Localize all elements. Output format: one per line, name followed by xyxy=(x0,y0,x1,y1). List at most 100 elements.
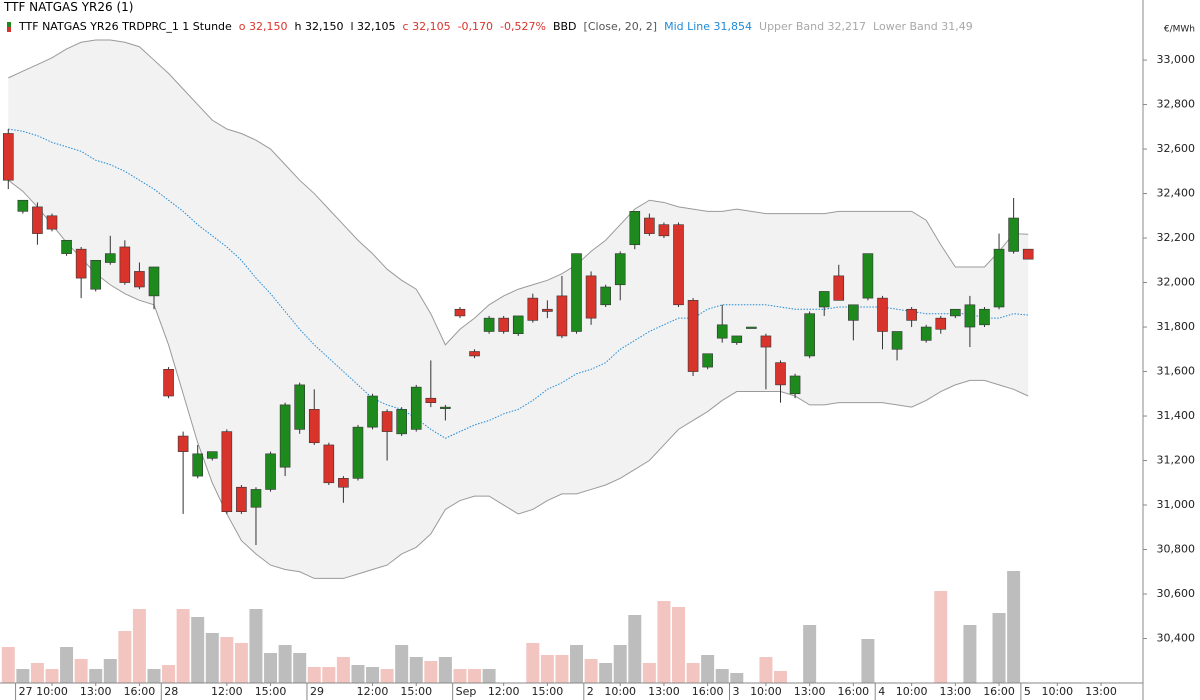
candle-body xyxy=(760,335,772,348)
candle-body xyxy=(848,304,859,321)
volume-bar xyxy=(351,665,365,683)
volume-bar xyxy=(74,659,88,683)
day-label: 3 xyxy=(733,685,740,698)
candle-body xyxy=(104,253,116,263)
candle-body xyxy=(746,326,757,329)
candle-body xyxy=(1008,217,1019,252)
candle-body xyxy=(206,451,218,459)
x-tick-label: 10:00 xyxy=(604,685,636,698)
x-tick-label: 13:00 xyxy=(1085,685,1117,698)
y-tick-label: 32,200 xyxy=(1157,231,1196,244)
x-tick-label: 10:00 xyxy=(750,685,782,698)
volume-bar xyxy=(992,613,1006,683)
candle-body xyxy=(483,317,495,332)
volume-bar xyxy=(176,609,190,683)
candle-body xyxy=(1022,248,1034,260)
header-item: Upper Band 32,217 xyxy=(759,20,867,33)
candle-body xyxy=(279,404,291,468)
volume-bar xyxy=(147,669,161,683)
y-tick-label: 32,800 xyxy=(1157,98,1196,111)
volume-bar xyxy=(103,659,117,683)
candle-body xyxy=(396,409,407,435)
volume-bar xyxy=(191,617,205,683)
candle-body xyxy=(177,435,189,452)
volume-bar xyxy=(642,663,656,683)
volume-bar xyxy=(584,659,598,683)
volume-bar xyxy=(307,667,321,683)
candle-body xyxy=(804,313,815,357)
volume-bar xyxy=(162,665,176,683)
volume-bar xyxy=(555,655,569,683)
x-tick-label: 16:00 xyxy=(837,685,869,698)
candle-body xyxy=(542,308,553,312)
header-item: [Close, 20, 2] xyxy=(583,20,658,33)
volume-bar xyxy=(773,671,787,683)
volume-bar xyxy=(249,609,263,683)
x-tick-label: 16:00 xyxy=(692,685,724,698)
candle-body xyxy=(687,300,699,372)
y-tick-label: 33,000 xyxy=(1157,53,1196,66)
header-item: TTF NATGAS YR26 TRDPRC_1 1 Stunde xyxy=(19,20,232,33)
volume-bar xyxy=(366,667,380,683)
candle-body xyxy=(294,384,305,430)
volume-bar xyxy=(715,669,729,683)
y-tick-label: 32,000 xyxy=(1157,276,1196,289)
x-tick-label: 12:00 xyxy=(488,685,520,698)
volume-bar xyxy=(380,669,394,683)
window-title: TTF NATGAS YR26 (1) xyxy=(4,0,134,14)
volume-bar xyxy=(803,625,817,683)
candle-body xyxy=(498,317,509,332)
y-tick-label: 32,400 xyxy=(1157,187,1196,200)
candle-body xyxy=(352,426,364,479)
unit-label: €/MWh xyxy=(1164,25,1195,35)
candle-body xyxy=(367,395,378,428)
volume-bar xyxy=(526,643,540,683)
candle-body xyxy=(90,259,102,290)
volume-bar xyxy=(409,657,423,683)
candle-body xyxy=(629,211,641,246)
x-tick-label: 10:00 xyxy=(1041,685,1073,698)
volume-bar xyxy=(438,657,452,683)
volume-bar xyxy=(220,637,234,683)
volume-bar xyxy=(205,633,219,683)
candle-body xyxy=(440,406,451,409)
candle-body xyxy=(163,369,174,397)
volume-bar xyxy=(424,661,438,683)
y-tick-label: 32,600 xyxy=(1157,142,1196,155)
x-tick-label: 16:00 xyxy=(983,685,1015,698)
day-label: 5 xyxy=(1024,685,1031,698)
volume-bar xyxy=(132,609,146,683)
candle-body xyxy=(775,362,786,386)
volume-bar xyxy=(686,663,700,683)
volume-bar xyxy=(613,645,627,683)
volume-bar xyxy=(570,645,584,683)
candle-body xyxy=(119,246,131,283)
candle-body xyxy=(964,304,976,328)
x-tick-label: 15:00 xyxy=(532,685,564,698)
volume-bar xyxy=(395,645,409,683)
volume-bar xyxy=(657,601,671,683)
candle-body xyxy=(61,239,72,254)
x-tick-label: 10:00 xyxy=(896,685,928,698)
day-label: 29 xyxy=(310,685,324,698)
x-tick-label: 16:00 xyxy=(124,685,156,698)
candle-body xyxy=(556,295,568,337)
volume-bar xyxy=(599,663,613,683)
candle-body xyxy=(950,308,961,317)
candle-body xyxy=(818,291,830,308)
x-tick-label: 13:00 xyxy=(939,685,971,698)
volume-bar xyxy=(336,657,350,683)
y-tick-label: 31,600 xyxy=(1157,365,1196,378)
candle-body xyxy=(658,224,670,237)
x-tick-label: 10:00 xyxy=(36,685,68,698)
header-item: h 32,150 xyxy=(294,20,344,33)
candle-body xyxy=(338,478,349,488)
candle-body xyxy=(469,351,480,357)
candle-body xyxy=(381,411,393,432)
candle-body xyxy=(32,206,43,234)
volume-bar xyxy=(278,645,292,683)
y-tick-label: 31,400 xyxy=(1157,409,1196,422)
x-tick-label: 13:00 xyxy=(80,685,112,698)
candle-body xyxy=(614,253,626,286)
